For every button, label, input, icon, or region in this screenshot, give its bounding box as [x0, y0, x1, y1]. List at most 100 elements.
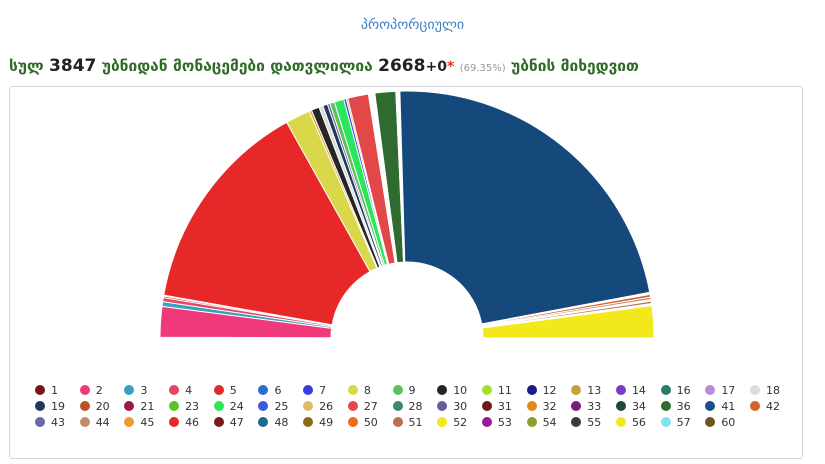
- legend-item-54[interactable]: 54: [526, 414, 572, 430]
- legend-label: 20: [95, 399, 110, 413]
- legend-item-43[interactable]: 43: [35, 414, 80, 430]
- legend-item-5[interactable]: 5: [213, 382, 259, 398]
- legend-marker: [169, 417, 180, 427]
- legend-item-21[interactable]: 21: [124, 398, 169, 414]
- plus-sign: +: [425, 59, 438, 75]
- legend-item-17[interactable]: 17: [705, 382, 750, 398]
- legend-item-44[interactable]: 44: [79, 414, 125, 430]
- legend-item-18[interactable]: 18: [750, 382, 795, 398]
- legend-marker: [660, 385, 671, 395]
- legend-marker: [303, 417, 314, 427]
- legend-label: 12: [542, 383, 557, 397]
- legend-label: 48: [274, 415, 289, 429]
- legend-label: 46: [185, 415, 200, 429]
- legend-item-50[interactable]: 50: [347, 414, 393, 430]
- legend-item-36[interactable]: 36: [660, 398, 706, 414]
- legend-label: 41: [721, 399, 736, 413]
- legend-item-56[interactable]: 56: [615, 414, 661, 430]
- legend-item-32[interactable]: 32: [526, 398, 572, 414]
- summary-suffix: უბნის მიხედვით: [511, 57, 639, 75]
- counted-percent: (69.35%): [459, 63, 506, 74]
- legend-item-31[interactable]: 31: [481, 398, 527, 414]
- legend-item-52[interactable]: 52: [437, 414, 482, 430]
- legend-item-24[interactable]: 24: [213, 398, 259, 414]
- legend-marker: [481, 417, 492, 427]
- legend-item-3[interactable]: 3: [124, 382, 169, 398]
- legend-item-42[interactable]: 42: [750, 398, 795, 414]
- legend-marker: [392, 385, 403, 395]
- legend-item-23[interactable]: 23: [169, 398, 214, 414]
- legend-item-10[interactable]: 10: [437, 382, 482, 398]
- chart-panel: 1 2 3 4 5 6 7 8 9 10 11 12 13 14 16 17 18 19 20 21 23 24 25 26 2…: [9, 86, 803, 459]
- count-summary: სულ 3847 უბნიდან მონაცემები დათვლილია 26…: [9, 56, 639, 76]
- semicircle-chart: [159, 90, 655, 339]
- legend-marker: [392, 417, 403, 427]
- legend-label: 27: [363, 399, 378, 413]
- legend-item-49[interactable]: 49: [303, 414, 348, 430]
- legend-item-46[interactable]: 46: [169, 414, 214, 430]
- legend-item-11[interactable]: 11: [481, 382, 527, 398]
- slice-6[interactable]: [399, 90, 651, 325]
- legend-label: 19: [51, 399, 65, 413]
- legend-label: 2: [95, 383, 103, 397]
- legend-marker: [437, 417, 448, 427]
- legend-item-55[interactable]: 55: [571, 414, 616, 430]
- legend-marker: [615, 401, 626, 411]
- legend-marker: [124, 417, 135, 427]
- legend-label: 43: [51, 415, 65, 429]
- legend-item-6[interactable]: 6: [258, 382, 303, 398]
- legend-item-7[interactable]: 7: [303, 382, 348, 398]
- legend-item-26[interactable]: 26: [303, 398, 348, 414]
- legend-item-47[interactable]: 47: [213, 414, 259, 430]
- legend-label: 5: [229, 383, 237, 397]
- legend-marker: [615, 385, 626, 395]
- legend-item-27[interactable]: 27: [347, 398, 393, 414]
- legend-item-16[interactable]: 16: [660, 382, 706, 398]
- legend-item-53[interactable]: 53: [481, 414, 527, 430]
- legend-item-30[interactable]: 30: [437, 398, 482, 414]
- proportional-tab-title[interactable]: პროპორციული: [360, 17, 465, 33]
- legend-marker: [124, 385, 135, 395]
- legend-item-8[interactable]: 8: [347, 382, 393, 398]
- legend-label: 1: [51, 383, 58, 397]
- slice-56[interactable]: [481, 305, 655, 339]
- legend-label: 25: [274, 399, 289, 413]
- legend-item-12[interactable]: 12: [526, 382, 572, 398]
- legend-item-20[interactable]: 20: [79, 398, 125, 414]
- legend-label: 26: [319, 399, 334, 413]
- legend-item-19[interactable]: 19: [35, 398, 80, 414]
- legend-item-2[interactable]: 2: [79, 382, 125, 398]
- legend-label: 51: [408, 415, 423, 429]
- legend-marker: [258, 385, 269, 395]
- legend-item-41[interactable]: 41: [705, 398, 750, 414]
- legend-item-34[interactable]: 34: [615, 398, 661, 414]
- slice-46[interactable]: [163, 121, 371, 326]
- legend-item-1[interactable]: 1: [35, 382, 80, 398]
- legend-item-60[interactable]: 60: [705, 414, 750, 430]
- legend-item-45[interactable]: 45: [124, 414, 169, 430]
- legend-item-51[interactable]: 51: [392, 414, 438, 430]
- legend-item-48[interactable]: 48: [258, 414, 303, 430]
- legend-marker: [79, 385, 90, 395]
- legend-marker: [705, 385, 716, 395]
- legend-item-13[interactable]: 13: [571, 382, 616, 398]
- legend-item-25[interactable]: 25: [258, 398, 303, 414]
- legend-marker: [35, 385, 45, 395]
- legend-label: 6: [274, 383, 282, 397]
- legend-label: 36: [676, 399, 691, 413]
- legend-item-14[interactable]: 14: [615, 382, 661, 398]
- legend-label: 56: [631, 415, 646, 429]
- extra-count: 0: [437, 59, 447, 75]
- legend-label: 11: [497, 383, 512, 397]
- legend-label: 49: [319, 415, 334, 429]
- legend-item-33[interactable]: 33: [571, 398, 616, 414]
- legend-item-57[interactable]: 57: [660, 414, 706, 430]
- legend-label: 14: [631, 383, 646, 397]
- legend-item-9[interactable]: 9: [392, 382, 438, 398]
- legend-marker: [213, 401, 224, 411]
- legend-item-28[interactable]: 28: [392, 398, 438, 414]
- legend-item-4[interactable]: 4: [169, 382, 214, 398]
- legend-marker: [392, 401, 403, 411]
- legend-label: 7: [319, 383, 327, 397]
- legend-marker: [35, 401, 45, 411]
